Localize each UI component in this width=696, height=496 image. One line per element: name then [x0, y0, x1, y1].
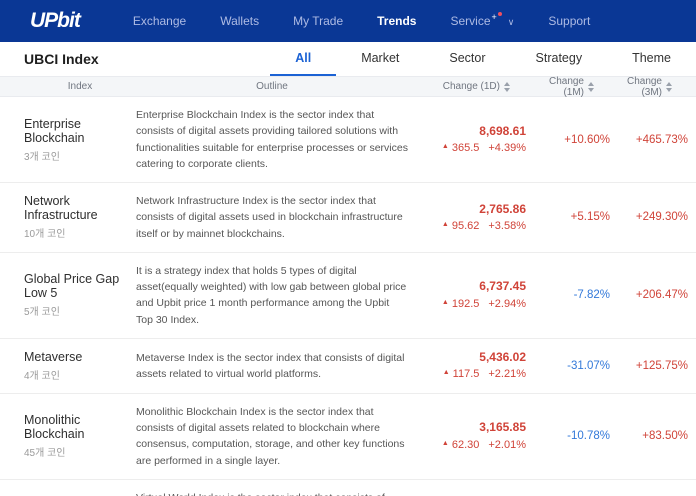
- pct-1m: -10.78%: [567, 430, 610, 443]
- change-1d-cell: 5,436.02 ▲ 117.5 +2.21%: [422, 349, 526, 383]
- delta-value: 117.5: [452, 368, 480, 381]
- up-triangle-icon: ▲: [441, 220, 449, 228]
- change-1d-cell: 6,737.45 ▲ 192.5 +2.94%: [422, 278, 526, 312]
- pct-3m: +465.73%: [635, 133, 688, 146]
- header-change-1m[interactable]: Change (1M): [526, 76, 610, 98]
- upbit-logo[interactable]: UPbit: [30, 9, 81, 32]
- tab-theme[interactable]: Theme: [632, 51, 671, 65]
- index-outline: Enterprise Blockchain Index is the secto…: [136, 109, 408, 170]
- table-row[interactable]: Enterprise Blockchain 3개 코인 Enterprise B…: [0, 97, 696, 184]
- category-tabs: All Market Sector Strategy Theme: [270, 42, 696, 76]
- index-coin-count: 5개 코인: [24, 307, 60, 319]
- table-row[interactable]: Global Price Gap Low 5 5개 코인 It is a str…: [0, 253, 696, 339]
- chevron-down-icon: ∨: [507, 16, 515, 27]
- index-outline: Virtual World Index is the sector index …: [136, 490, 408, 496]
- index-value: 2,765.86: [479, 201, 526, 216]
- nav-item-trends[interactable]: Trends: [377, 14, 417, 28]
- tab-all[interactable]: All: [270, 42, 337, 76]
- table-header: Index Outline Change (1D) Change (1M) Ch…: [0, 76, 696, 98]
- index-coin-count: 4개 코인: [24, 370, 60, 382]
- header-change-3m[interactable]: Change (3M): [610, 76, 688, 98]
- tab-strategy[interactable]: Strategy: [535, 51, 583, 65]
- sort-icon[interactable]: [504, 81, 510, 92]
- notification-dot-icon: [497, 12, 502, 16]
- main-nav: Exchange Wallets My Trade Trends Service…: [116, 12, 608, 28]
- page-title: UBCI Index: [24, 51, 99, 67]
- table-row[interactable]: Monolithic Blockchain 45개 코인 Monolithic …: [0, 394, 696, 480]
- pct-3m: +249.30%: [635, 211, 688, 224]
- sort-icon[interactable]: [588, 81, 594, 92]
- index-table-body: Enterprise Blockchain 3개 코인 Enterprise B…: [0, 97, 696, 496]
- change-1d-cell: 8,698.61 ▲ 365.5 +4.39%: [422, 123, 526, 157]
- pct-3m: +83.50%: [642, 430, 688, 443]
- pct-1d: +2.01%: [488, 438, 526, 451]
- index-name: Global Price Gap Low 5: [24, 272, 120, 301]
- header-index: Index: [67, 81, 93, 92]
- nav-item-wallets[interactable]: Wallets: [220, 14, 260, 28]
- nav-item-support[interactable]: Support: [548, 14, 591, 28]
- index-value: 8,698.61: [479, 123, 526, 138]
- change-1d-cell: 2,765.86 ▲ 95.62 +3.58%: [422, 201, 526, 235]
- sort-icon[interactable]: [666, 81, 672, 92]
- up-triangle-icon: ▲: [441, 439, 449, 447]
- delta-value: 365.5: [451, 141, 480, 154]
- index-value: 6,737.45: [479, 279, 526, 294]
- pct-1d: +3.58%: [488, 219, 526, 232]
- index-coin-count: 10개 코인: [24, 229, 66, 241]
- index-name: Monolithic Blockchain: [24, 413, 85, 442]
- index-name: Metaverse: [24, 349, 83, 364]
- pct-1d: +4.39%: [488, 141, 526, 154]
- pct-1d: +2.94%: [488, 297, 526, 310]
- index-outline: It is a strategy index that holds 5 type…: [136, 264, 407, 326]
- top-navbar: UPbit Exchange Wallets My Trade Trends S…: [0, 0, 696, 42]
- table-row[interactable]: Metaverse 4개 코인 Metaverse Index is the s…: [0, 339, 696, 394]
- up-triangle-icon: ▲: [441, 142, 449, 150]
- index-coin-count: 45개 코인: [24, 448, 66, 460]
- index-outline: Monolithic Blockchain Index is the secto…: [136, 405, 405, 467]
- pct-3m: +206.47%: [635, 289, 688, 302]
- subheader: UBCI Index All Market Sector Strategy Th…: [0, 42, 696, 76]
- delta-value: 192.5: [451, 297, 480, 310]
- nav-item-my-trade[interactable]: My Trade: [293, 14, 344, 28]
- change-1d-cell: 3,165.85 ▲ 62.30 +2.01%: [422, 419, 526, 453]
- nav-item-exchange[interactable]: Exchange: [132, 14, 187, 28]
- pct-1m: +10.60%: [564, 133, 610, 146]
- up-triangle-icon: ▲: [441, 298, 449, 306]
- table-row[interactable]: Network Infrastructure 10개 코인 Network In…: [0, 183, 696, 253]
- table-row[interactable]: Virtual World 18개 코인 Virtual World Index…: [0, 480, 696, 496]
- header-outline: Outline: [256, 81, 288, 92]
- index-outline: Metaverse Index is the sector index that…: [136, 351, 405, 380]
- index-name: Network Infrastructure: [24, 194, 98, 223]
- index-value: 5,436.02: [479, 349, 526, 364]
- tab-sector[interactable]: Sector: [449, 51, 486, 65]
- plus-badge: +: [491, 12, 497, 22]
- nav-item-service[interactable]: Service + ∨: [450, 12, 515, 28]
- index-value: 3,165.85: [479, 420, 526, 435]
- index-name: Enterprise Blockchain: [24, 116, 85, 145]
- up-triangle-icon: ▲: [442, 369, 450, 377]
- index-coin-count: 3개 코인: [24, 151, 60, 163]
- pct-1m: -7.82%: [573, 289, 610, 302]
- delta-value: 95.62: [451, 219, 480, 232]
- header-change-1d[interactable]: Change (1D): [422, 81, 526, 92]
- tab-market[interactable]: Market: [361, 51, 400, 65]
- pct-1d: +2.21%: [488, 368, 526, 381]
- pct-1m: -31.07%: [567, 359, 610, 372]
- index-outline: Network Infrastructure Index is the sect…: [136, 195, 403, 240]
- pct-3m: +125.75%: [635, 359, 688, 372]
- pct-1m: +5.15%: [570, 211, 610, 224]
- delta-value: 62.30: [451, 438, 480, 451]
